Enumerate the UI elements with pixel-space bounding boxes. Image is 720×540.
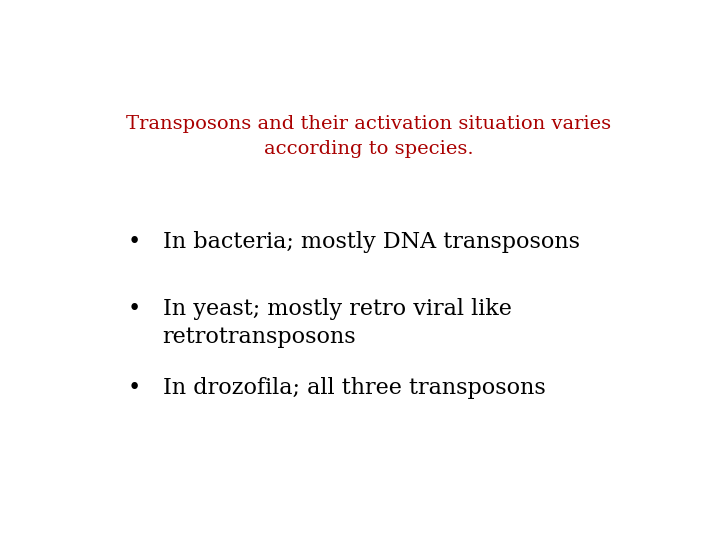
Text: •: • — [128, 298, 141, 320]
Text: •: • — [128, 377, 141, 399]
Text: •: • — [128, 231, 141, 253]
Text: In yeast; mostly retro viral like
retrotransposons: In yeast; mostly retro viral like retrot… — [163, 298, 511, 348]
Text: In bacteria; mostly DNA transposons: In bacteria; mostly DNA transposons — [163, 231, 580, 253]
Text: In drozofila; all three transposons: In drozofila; all three transposons — [163, 377, 545, 399]
Text: Transposons and their activation situation varies
according to species.: Transposons and their activation situati… — [127, 114, 611, 158]
